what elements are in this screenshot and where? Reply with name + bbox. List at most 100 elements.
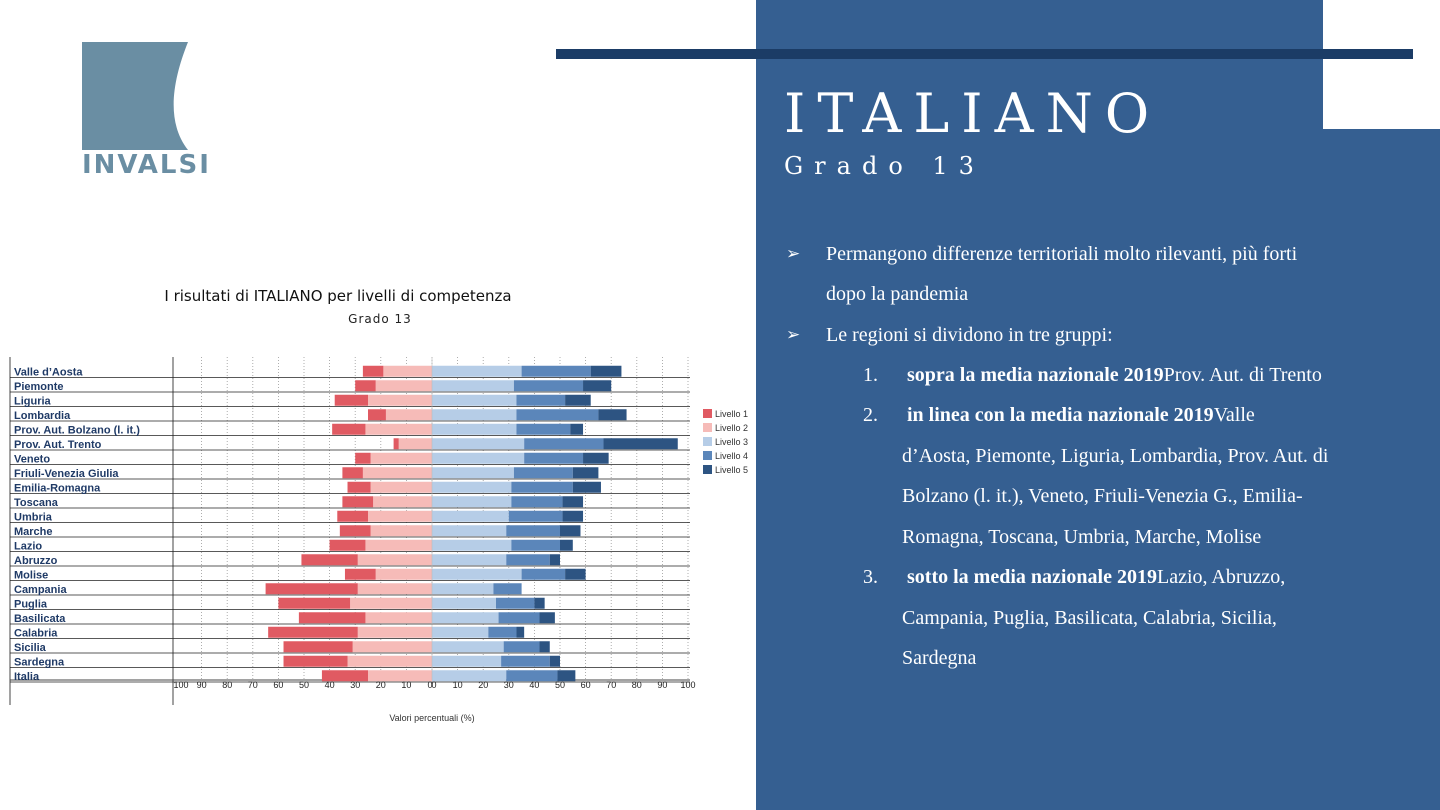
x-tick-label: 40 — [325, 680, 335, 690]
category-label: Abruzzo — [14, 555, 58, 567]
x-tick-label: 20 — [376, 680, 386, 690]
bar-livello-3 — [432, 597, 496, 609]
category-label: Valle d’Aosta — [14, 366, 83, 378]
bar-livello-1 — [332, 423, 366, 435]
bar-livello-2 — [357, 554, 432, 566]
bar-livello-1 — [342, 496, 374, 508]
bar-livello-3 — [432, 452, 525, 464]
bar-livello-2 — [370, 525, 432, 537]
bar-livello-2 — [357, 626, 432, 638]
group-1-number: 1. — [863, 364, 878, 386]
bar-livello-3 — [432, 568, 522, 580]
x-tick-label: 90 — [657, 680, 667, 690]
top-rule — [556, 49, 1413, 59]
bar-livello-2 — [365, 539, 432, 551]
group-2-regions: Valle — [1213, 404, 1255, 426]
bar-livello-1 — [334, 394, 368, 406]
bar-livello-2 — [368, 510, 432, 522]
x-tick-label: 0 — [432, 680, 437, 690]
bar-livello-4 — [506, 670, 558, 682]
category-label: Sardegna — [14, 656, 65, 668]
x-tick-label: 10 — [401, 680, 411, 690]
group-1-heading: sopra la media nazionale 2019 — [907, 364, 1164, 386]
bar-livello-1 — [339, 525, 371, 537]
bar-livello-2 — [370, 452, 432, 464]
x-tick-label: 60 — [273, 680, 283, 690]
legend-label: Livello 1 — [715, 409, 748, 419]
group-2-number: 2. — [863, 404, 878, 426]
bar-livello-3 — [432, 510, 509, 522]
bar-livello-1 — [342, 467, 363, 479]
bar-livello-3 — [432, 583, 494, 595]
category-label: Lombardia — [14, 410, 71, 422]
x-tick-label: 0 — [427, 680, 432, 690]
slide-subtitle: Grado 13 — [784, 152, 985, 180]
bar-livello-1 — [301, 554, 358, 566]
bar-livello-2 — [383, 365, 432, 377]
bar-livello-5 — [560, 539, 573, 551]
bar-livello-2 — [352, 641, 432, 653]
bar-livello-1 — [347, 481, 371, 493]
group-1-line: sopra la media nazionale 2019Prov. Aut. … — [907, 362, 1322, 388]
panel-corner-tab — [1323, 0, 1440, 129]
bar-livello-4 — [506, 554, 550, 566]
x-tick-label: 40 — [529, 680, 539, 690]
x-tick-label: 30 — [504, 680, 514, 690]
bar-livello-1 — [268, 626, 358, 638]
category-label: Molise — [14, 569, 48, 581]
bar-livello-3 — [432, 394, 517, 406]
legend-swatch — [703, 437, 712, 446]
bar-livello-1 — [355, 380, 376, 392]
bar-livello-5 — [583, 452, 609, 464]
category-label: Sicilia — [14, 642, 47, 654]
bullet-arrow-icon: ➢ — [786, 325, 801, 345]
bar-livello-5 — [557, 670, 576, 682]
bar-livello-5 — [549, 554, 560, 566]
group-2-regions-line: Bolzano (l. it.), Veneto, Friuli-Venezia… — [902, 485, 1303, 507]
category-label: Emilia-Romagna — [14, 482, 101, 494]
legend-swatch — [703, 451, 712, 460]
bar-livello-4 — [524, 452, 584, 464]
bar-livello-5 — [539, 612, 555, 624]
bar-livello-3 — [432, 481, 512, 493]
bar-livello-5 — [516, 626, 525, 638]
bar-livello-1 — [298, 612, 366, 624]
x-tick-label: 60 — [581, 680, 591, 690]
category-label: Piemonte — [14, 381, 64, 393]
x-tick-label: 90 — [197, 680, 207, 690]
bar-livello-4 — [516, 394, 566, 406]
bar-livello-1 — [368, 409, 386, 421]
bar-livello-3 — [432, 380, 514, 392]
x-axis-label: Valori percentuali (%) — [389, 713, 474, 723]
bar-livello-5 — [572, 467, 599, 479]
bar-livello-3 — [432, 612, 499, 624]
bar-livello-4 — [501, 655, 550, 667]
bar-livello-4 — [516, 423, 571, 435]
legend-label: Livello 3 — [715, 437, 748, 447]
bar-livello-2 — [398, 438, 432, 450]
bar-livello-5 — [572, 481, 601, 493]
bar-livello-4 — [521, 568, 566, 580]
bar-livello-1 — [283, 655, 348, 667]
bar-livello-5 — [583, 380, 612, 392]
group-3-heading: sotto la media nazionale 2019 — [907, 566, 1157, 588]
bar-livello-1 — [355, 452, 371, 464]
bar-livello-4 — [498, 612, 540, 624]
legend-swatch — [703, 465, 712, 474]
bar-livello-3 — [432, 496, 512, 508]
category-label: Italia — [14, 671, 40, 683]
bar-livello-2 — [368, 394, 432, 406]
bar-livello-4 — [503, 641, 540, 653]
bar-livello-3 — [432, 539, 512, 551]
bar-livello-3 — [432, 467, 514, 479]
bar-livello-5 — [549, 655, 560, 667]
group-2-regions-line: Romagna, Toscana, Umbria, Marche, Molise — [902, 526, 1262, 548]
bar-livello-3 — [432, 525, 507, 537]
bar-livello-5 — [562, 510, 584, 522]
bar-livello-5 — [534, 597, 545, 609]
bullet-1-continuation: dopo la pandemia — [826, 283, 969, 305]
bar-livello-1 — [362, 365, 384, 377]
bar-livello-2 — [365, 612, 432, 624]
category-label: Toscana — [14, 497, 59, 509]
category-label: Marche — [14, 526, 53, 538]
